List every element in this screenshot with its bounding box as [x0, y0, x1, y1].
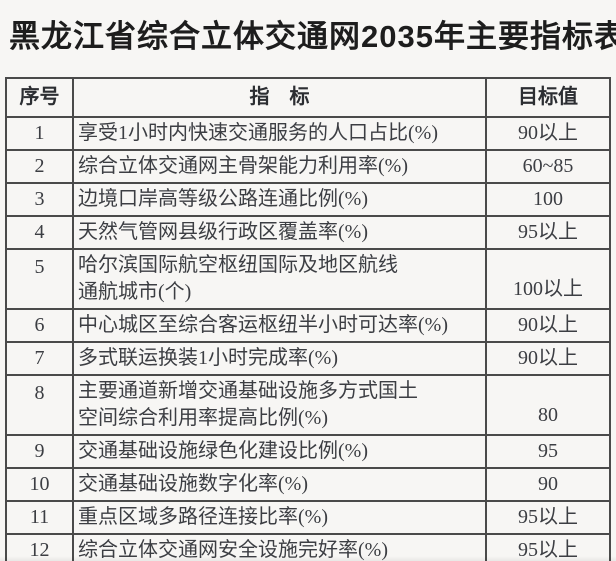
- table-header-row: 序号 指 标 目标值: [5, 77, 611, 118]
- row-no-cell: 10: [5, 467, 74, 502]
- row-no-cell: 12: [5, 533, 74, 561]
- target-value-cell: 95以上: [485, 500, 611, 535]
- target-value-cell: 60~85: [485, 149, 611, 184]
- indicator-cell: 享受1小时内快速交通服务的人口占比(%): [72, 116, 487, 151]
- target-value-cell: 90: [485, 467, 611, 502]
- page-bottom-shade: [0, 556, 616, 561]
- target-value-cell: 90以上: [485, 116, 611, 151]
- indicator-cell: 主要通道新增交通基础设施多方式国土 空间综合利用率提高比例(%): [72, 374, 487, 436]
- indicator-cell: 中心城区至综合客运枢纽半小时可达率(%): [72, 308, 487, 343]
- row-no-cell: 6: [5, 308, 74, 343]
- target-value-cell: 95以上: [485, 215, 611, 250]
- table-row: 4 天然气管网县级行政区覆盖率(%) 95以上: [5, 215, 611, 250]
- header-indicator: 指 标: [72, 77, 487, 118]
- row-no-cell: 2: [5, 149, 74, 184]
- target-value-cell: 95以上: [485, 533, 611, 561]
- indicator-cell: 哈尔滨国际航空枢纽国际及地区航线 通航城市(个): [72, 248, 487, 310]
- row-no-cell: 1: [5, 116, 74, 151]
- table-row: 6 中心城区至综合客运枢纽半小时可达率(%) 90以上: [5, 308, 611, 343]
- indicator-cell: 综合立体交通网主骨架能力利用率(%): [72, 149, 487, 184]
- target-value-cell: 100: [485, 182, 611, 217]
- indicator-cell: 多式联运换装1小时完成率(%): [72, 341, 487, 376]
- indicator-cell: 交通基础设施数字化率(%): [72, 467, 487, 502]
- row-no-cell: 7: [5, 341, 74, 376]
- indicator-cell: 综合立体交通网安全设施完好率(%): [72, 533, 487, 561]
- target-value-cell: 95: [485, 434, 611, 469]
- indicator-cell: 交通基础设施绿色化建设比例(%): [72, 434, 487, 469]
- table-row: 3 边境口岸高等级公路连通比例(%) 100: [5, 182, 611, 217]
- target-value-cell: 90以上: [485, 308, 611, 343]
- indicator-cell: 边境口岸高等级公路连通比例(%): [72, 182, 487, 217]
- indicators-table: 序号 指 标 目标值 1 享受1小时内快速交通服务的人口占比(%) 90以上 2…: [5, 77, 611, 561]
- header-target-value: 目标值: [485, 77, 611, 118]
- indicator-cell: 天然气管网县级行政区覆盖率(%): [72, 215, 487, 250]
- row-no-cell: 9: [5, 434, 74, 469]
- table-row: 5 哈尔滨国际航空枢纽国际及地区航线 通航城市(个) 100以上: [5, 248, 611, 310]
- target-value-cell: 90以上: [485, 341, 611, 376]
- row-no-cell: 5: [5, 248, 74, 310]
- row-no-cell: 8: [5, 374, 74, 436]
- target-value-cell: 100以上: [485, 248, 611, 310]
- page-title: 黑龙江省综合立体交通网2035年主要指标表: [9, 19, 616, 54]
- row-no-cell: 11: [5, 500, 74, 535]
- table-row: 10 交通基础设施数字化率(%) 90: [5, 467, 611, 502]
- table-row: 12 综合立体交通网安全设施完好率(%) 95以上: [5, 533, 611, 561]
- table-row: 7 多式联运换装1小时完成率(%) 90以上: [5, 341, 611, 376]
- table-row: 9 交通基础设施绿色化建设比例(%) 95: [5, 434, 611, 469]
- table-row: 1 享受1小时内快速交通服务的人口占比(%) 90以上: [5, 116, 611, 151]
- row-no-cell: 4: [5, 215, 74, 250]
- table-row: 2 综合立体交通网主骨架能力利用率(%) 60~85: [5, 149, 611, 184]
- header-no: 序号: [5, 77, 74, 118]
- target-value-cell: 80: [485, 374, 611, 436]
- row-no-cell: 3: [5, 182, 74, 217]
- table-row: 11 重点区域多路径连接比率(%) 95以上: [5, 500, 611, 535]
- table-row: 8 主要通道新增交通基础设施多方式国土 空间综合利用率提高比例(%) 80: [5, 374, 611, 436]
- indicator-cell: 重点区域多路径连接比率(%): [72, 500, 487, 535]
